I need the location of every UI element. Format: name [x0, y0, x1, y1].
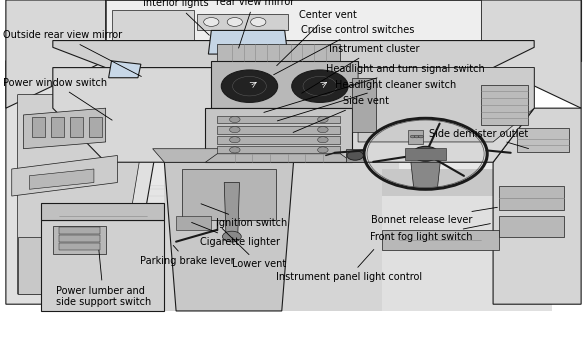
Polygon shape	[164, 162, 294, 311]
Polygon shape	[29, 169, 94, 189]
Circle shape	[230, 116, 240, 123]
Polygon shape	[18, 237, 117, 294]
Polygon shape	[41, 220, 164, 311]
Text: Center vent: Center vent	[276, 10, 357, 66]
Text: Anti glare inside
rear view mirror: Anti glare inside rear view mirror	[216, 0, 295, 48]
Text: Cruise control switches: Cruise control switches	[274, 25, 414, 75]
Circle shape	[230, 137, 240, 143]
Text: Bonnet release lever: Bonnet release lever	[371, 207, 497, 225]
Text: Lower vent: Lower vent	[222, 228, 286, 269]
Circle shape	[204, 18, 219, 26]
Polygon shape	[53, 68, 534, 162]
Polygon shape	[358, 68, 534, 142]
Polygon shape	[18, 95, 141, 294]
Polygon shape	[499, 186, 564, 210]
Polygon shape	[106, 0, 481, 41]
Polygon shape	[53, 41, 534, 68]
Polygon shape	[53, 226, 106, 254]
Polygon shape	[59, 235, 100, 242]
Text: Headlight and turn signal switch: Headlight and turn signal switch	[264, 64, 484, 113]
Polygon shape	[382, 196, 552, 311]
Polygon shape	[493, 108, 581, 304]
Polygon shape	[109, 61, 141, 78]
Circle shape	[318, 147, 328, 153]
Polygon shape	[32, 117, 45, 137]
Polygon shape	[481, 84, 528, 125]
Polygon shape	[70, 117, 83, 137]
Polygon shape	[352, 78, 376, 132]
Text: Instrument cluster: Instrument cluster	[302, 44, 419, 93]
Circle shape	[414, 135, 419, 138]
Polygon shape	[499, 216, 564, 237]
Polygon shape	[346, 149, 364, 162]
Polygon shape	[153, 149, 305, 162]
Text: Instrument panel light control: Instrument panel light control	[276, 249, 422, 282]
Polygon shape	[205, 154, 352, 162]
Polygon shape	[382, 169, 552, 311]
Text: Power window switch: Power window switch	[3, 78, 112, 120]
Polygon shape	[408, 130, 423, 144]
Polygon shape	[176, 216, 211, 230]
Text: Interior lights: Interior lights	[143, 0, 210, 35]
Text: Side vent: Side vent	[293, 96, 389, 132]
Circle shape	[292, 70, 348, 102]
Text: Ignition switch: Ignition switch	[201, 204, 287, 228]
Circle shape	[318, 116, 328, 123]
Text: Parking brake lever: Parking brake lever	[140, 245, 234, 266]
Polygon shape	[182, 169, 276, 220]
Polygon shape	[59, 227, 100, 234]
Polygon shape	[217, 116, 340, 123]
Polygon shape	[12, 155, 117, 196]
Polygon shape	[217, 136, 340, 144]
Polygon shape	[47, 162, 540, 311]
Polygon shape	[205, 108, 352, 162]
Polygon shape	[164, 162, 399, 311]
Circle shape	[318, 127, 328, 133]
Polygon shape	[47, 186, 164, 311]
Circle shape	[318, 137, 328, 143]
Polygon shape	[89, 117, 102, 137]
Circle shape	[251, 18, 266, 26]
Circle shape	[419, 135, 423, 138]
Polygon shape	[382, 230, 499, 250]
Circle shape	[230, 127, 240, 133]
Polygon shape	[112, 10, 194, 41]
Circle shape	[410, 135, 415, 138]
Circle shape	[347, 151, 363, 160]
Polygon shape	[217, 146, 340, 154]
Polygon shape	[59, 243, 100, 250]
Polygon shape	[6, 0, 106, 108]
Text: Outside rear view mirror: Outside rear view mirror	[3, 30, 141, 76]
Text: Cigarette lighter: Cigarette lighter	[191, 222, 279, 247]
Circle shape	[227, 18, 242, 26]
Polygon shape	[224, 183, 239, 237]
Polygon shape	[211, 61, 358, 108]
Polygon shape	[405, 148, 446, 160]
Polygon shape	[517, 128, 569, 152]
Polygon shape	[6, 0, 581, 61]
Circle shape	[230, 147, 240, 153]
Text: Front fog light switch: Front fog light switch	[370, 224, 490, 242]
Circle shape	[221, 70, 278, 102]
Polygon shape	[197, 14, 288, 30]
Text: Headlight cleaner switch: Headlight cleaner switch	[278, 79, 456, 121]
Circle shape	[222, 231, 241, 242]
Polygon shape	[51, 117, 64, 137]
Polygon shape	[217, 126, 340, 134]
Polygon shape	[411, 162, 440, 189]
Polygon shape	[6, 61, 158, 304]
Polygon shape	[481, 0, 581, 108]
Polygon shape	[41, 203, 164, 220]
Polygon shape	[208, 30, 288, 54]
Text: Side demister outlet: Side demister outlet	[429, 128, 528, 149]
Polygon shape	[23, 108, 106, 149]
Text: Power lumber and
side support switch: Power lumber and side support switch	[56, 250, 151, 307]
Polygon shape	[217, 44, 340, 61]
Circle shape	[413, 146, 438, 161]
